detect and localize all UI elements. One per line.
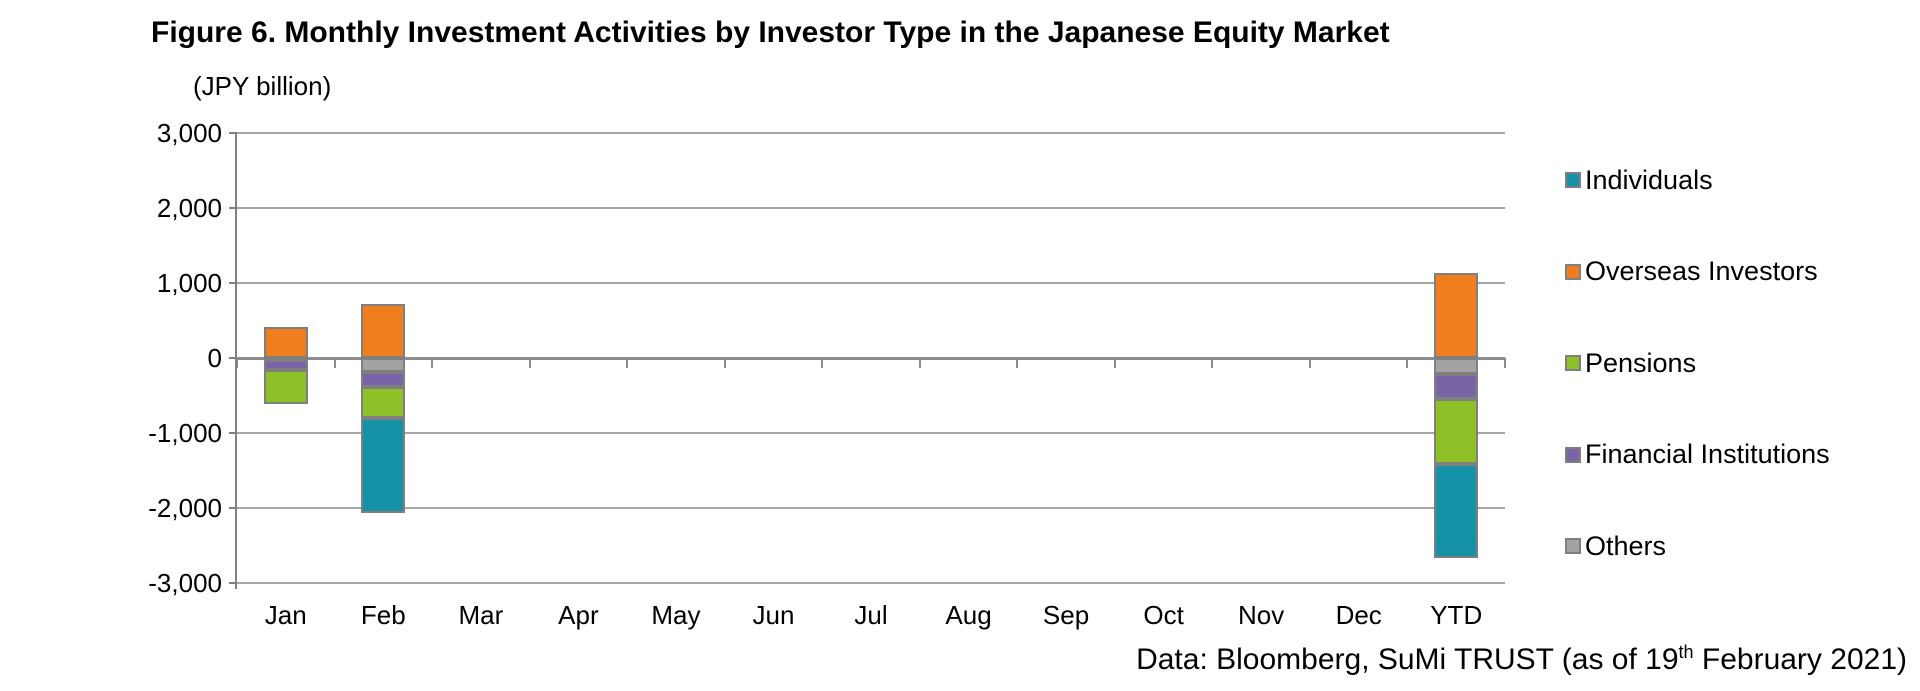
x-axis-category-tick	[723, 358, 726, 368]
bar-segment-ytd-others	[1434, 358, 1479, 374]
legend-swatch	[1565, 263, 1581, 280]
gridline	[237, 507, 1505, 509]
y-axis-line	[235, 133, 237, 589]
x-axis-category-tick	[528, 358, 531, 368]
legend-item-others: Others	[1565, 531, 1666, 561]
x-axis-category-tick	[1016, 358, 1019, 368]
y-axis-tick	[229, 132, 237, 134]
x-axis-category-tick	[626, 358, 629, 368]
gridline	[237, 207, 1505, 209]
bar-segment-feb-financial-institutions	[361, 372, 406, 388]
bar-segment-feb-others	[361, 358, 406, 373]
y-axis-tick-label: 3,000	[156, 118, 222, 148]
bar-segment-feb-overseas-investors	[361, 304, 406, 358]
chart-title: Figure 6. Monthly Investment Activities …	[151, 16, 1390, 49]
x-axis-tick-label: Aug	[945, 600, 992, 630]
x-axis-category-tick	[918, 358, 921, 368]
y-axis-tick	[229, 282, 237, 284]
x-axis-category-tick	[236, 358, 238, 368]
x-axis-tick-label: May	[651, 600, 701, 630]
x-axis-tick-label: Jun	[752, 600, 795, 630]
legend-label: Others	[1585, 530, 1667, 561]
x-axis-category-tick	[1308, 358, 1311, 368]
x-axis-tick-label: Sep	[1042, 600, 1090, 630]
legend-swatch	[1565, 446, 1581, 463]
x-axis-tick-label: Feb	[360, 600, 406, 630]
x-axis-tick-label: Nov	[1238, 600, 1285, 630]
bar-segment-feb-individuals	[361, 418, 406, 513]
x-axis-tick-label: Oct	[1143, 600, 1184, 630]
legend-label: Individuals	[1585, 164, 1713, 195]
gridline	[237, 582, 1505, 584]
y-axis-unit-label: (JPY billion)	[193, 71, 332, 101]
x-axis-tick-label: YTD	[1430, 600, 1483, 630]
bar-segment-ytd-individuals	[1434, 463, 1479, 559]
bar-segment-jan-pensions	[263, 370, 308, 404]
x-axis-category-tick	[333, 358, 336, 368]
x-axis-category-tick	[1113, 358, 1116, 368]
data-source-note: Data: Bloomberg, SuMi TRUST (as of 19th …	[1136, 642, 1907, 677]
y-axis-tick-label: 1,000	[156, 268, 222, 298]
x-axis-category-tick	[431, 358, 434, 368]
x-axis-category-tick	[1504, 358, 1506, 368]
x-axis-tick-label: Mar	[458, 600, 504, 630]
source-note-text: Data: Bloomberg, SuMi TRUST (as of 19	[1136, 643, 1679, 676]
y-axis-tick	[229, 432, 237, 434]
bar-segment-jan-financial-institutions	[263, 359, 308, 370]
bar-segment-feb-pensions	[361, 387, 406, 418]
x-axis-category-tick	[1406, 358, 1409, 368]
y-axis-tick	[229, 357, 237, 359]
x-axis-zero-line	[237, 357, 1505, 360]
bar-segment-jan-overseas-investors	[263, 327, 308, 358]
legend-swatch	[1565, 355, 1581, 371]
x-axis-tick-label: Jan	[264, 600, 307, 630]
x-axis-tick-label: Dec	[1335, 600, 1382, 630]
gridline	[237, 282, 1505, 284]
y-axis-tick-label: 0	[207, 343, 222, 373]
legend-swatch	[1565, 538, 1581, 554]
x-axis-tick-label: Apr	[558, 600, 599, 630]
legend-swatch	[1565, 172, 1581, 188]
bar-segment-ytd-financial-institutions	[1434, 373, 1479, 400]
y-axis-tick	[229, 507, 237, 509]
y-axis-tick	[229, 207, 237, 209]
legend-label: Overseas Investors	[1585, 256, 1818, 286]
gridline	[237, 432, 1505, 434]
x-axis-category-tick	[821, 358, 824, 368]
y-axis-tick-label: -3,000	[148, 568, 222, 598]
source-note-superscript: th	[1678, 642, 1694, 662]
source-note-text-suffix: February 2021)	[1693, 643, 1907, 676]
y-axis-tick-label: 2,000	[156, 193, 222, 223]
legend-item-financial-institutions: Financial Institutions	[1565, 439, 1830, 470]
legend-label: Pensions	[1585, 347, 1697, 378]
y-axis-tick	[229, 582, 237, 584]
y-axis-tick-label: -2,000	[148, 493, 222, 523]
bar-segment-ytd-pensions	[1434, 399, 1479, 464]
legend-item-pensions: Pensions	[1565, 348, 1696, 378]
y-axis-tick-label: -1,000	[148, 418, 222, 448]
bar-segment-ytd-overseas-investors	[1434, 273, 1479, 358]
legend-item-individuals: Individuals	[1565, 165, 1713, 195]
x-axis-category-tick	[1211, 358, 1214, 368]
gridline	[237, 132, 1505, 134]
legend-label: Financial Institutions	[1585, 439, 1830, 469]
x-axis-tick-label: Jul	[854, 600, 888, 630]
legend-item-overseas-investors: Overseas Investors	[1565, 256, 1818, 287]
